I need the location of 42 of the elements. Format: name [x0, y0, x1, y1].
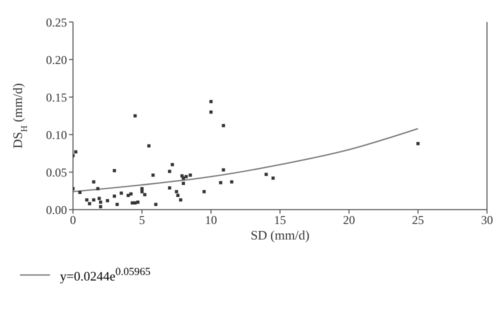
- point: [154, 202, 158, 206]
- line-series: [73, 128, 419, 192]
- point: [98, 196, 101, 200]
- point: [264, 172, 268, 176]
- point: [188, 174, 192, 177]
- point: [116, 202, 119, 206]
- point: [184, 175, 188, 178]
- x-axis-title: SD (mm/d): [250, 228, 310, 243]
- point: [174, 190, 178, 194]
- legend-label: y=0.0244e$^{0.05965}$: [60, 266, 151, 284]
- point: [92, 180, 96, 184]
- point: [136, 200, 140, 204]
- point: [96, 187, 100, 190]
- y-tick-label: 0.25: [46, 15, 67, 30]
- y-tick-label: 0.15: [46, 90, 67, 104]
- point: [85, 198, 88, 202]
- point: [99, 200, 102, 204]
- x-tick-label: 25: [412, 213, 424, 228]
- point: [74, 150, 78, 154]
- point: [112, 194, 116, 198]
- point: [143, 193, 146, 196]
- point: [230, 180, 234, 184]
- x-tick-label: 0: [70, 213, 76, 228]
- point: [120, 192, 123, 195]
- x-tick-label: 20: [343, 213, 355, 228]
- y-tick-label: 0.00: [46, 202, 67, 217]
- point: [106, 199, 110, 202]
- y-tick-label: 0.20: [46, 52, 67, 67]
- point: [140, 190, 144, 194]
- point: [92, 198, 96, 202]
- y-tick-label: 0.05: [46, 165, 67, 180]
- point: [134, 114, 137, 118]
- point: [88, 202, 92, 206]
- point: [99, 205, 102, 208]
- x-tick-label: 15: [274, 213, 286, 228]
- y-tick-label: 0.10: [46, 128, 67, 142]
- point: [202, 190, 206, 194]
- x-tick-label: 30: [481, 213, 493, 228]
- x-tick-label: 10: [205, 213, 217, 228]
- point: [219, 181, 222, 184]
- point: [126, 194, 130, 198]
- x-tick-label: 5: [139, 213, 145, 228]
